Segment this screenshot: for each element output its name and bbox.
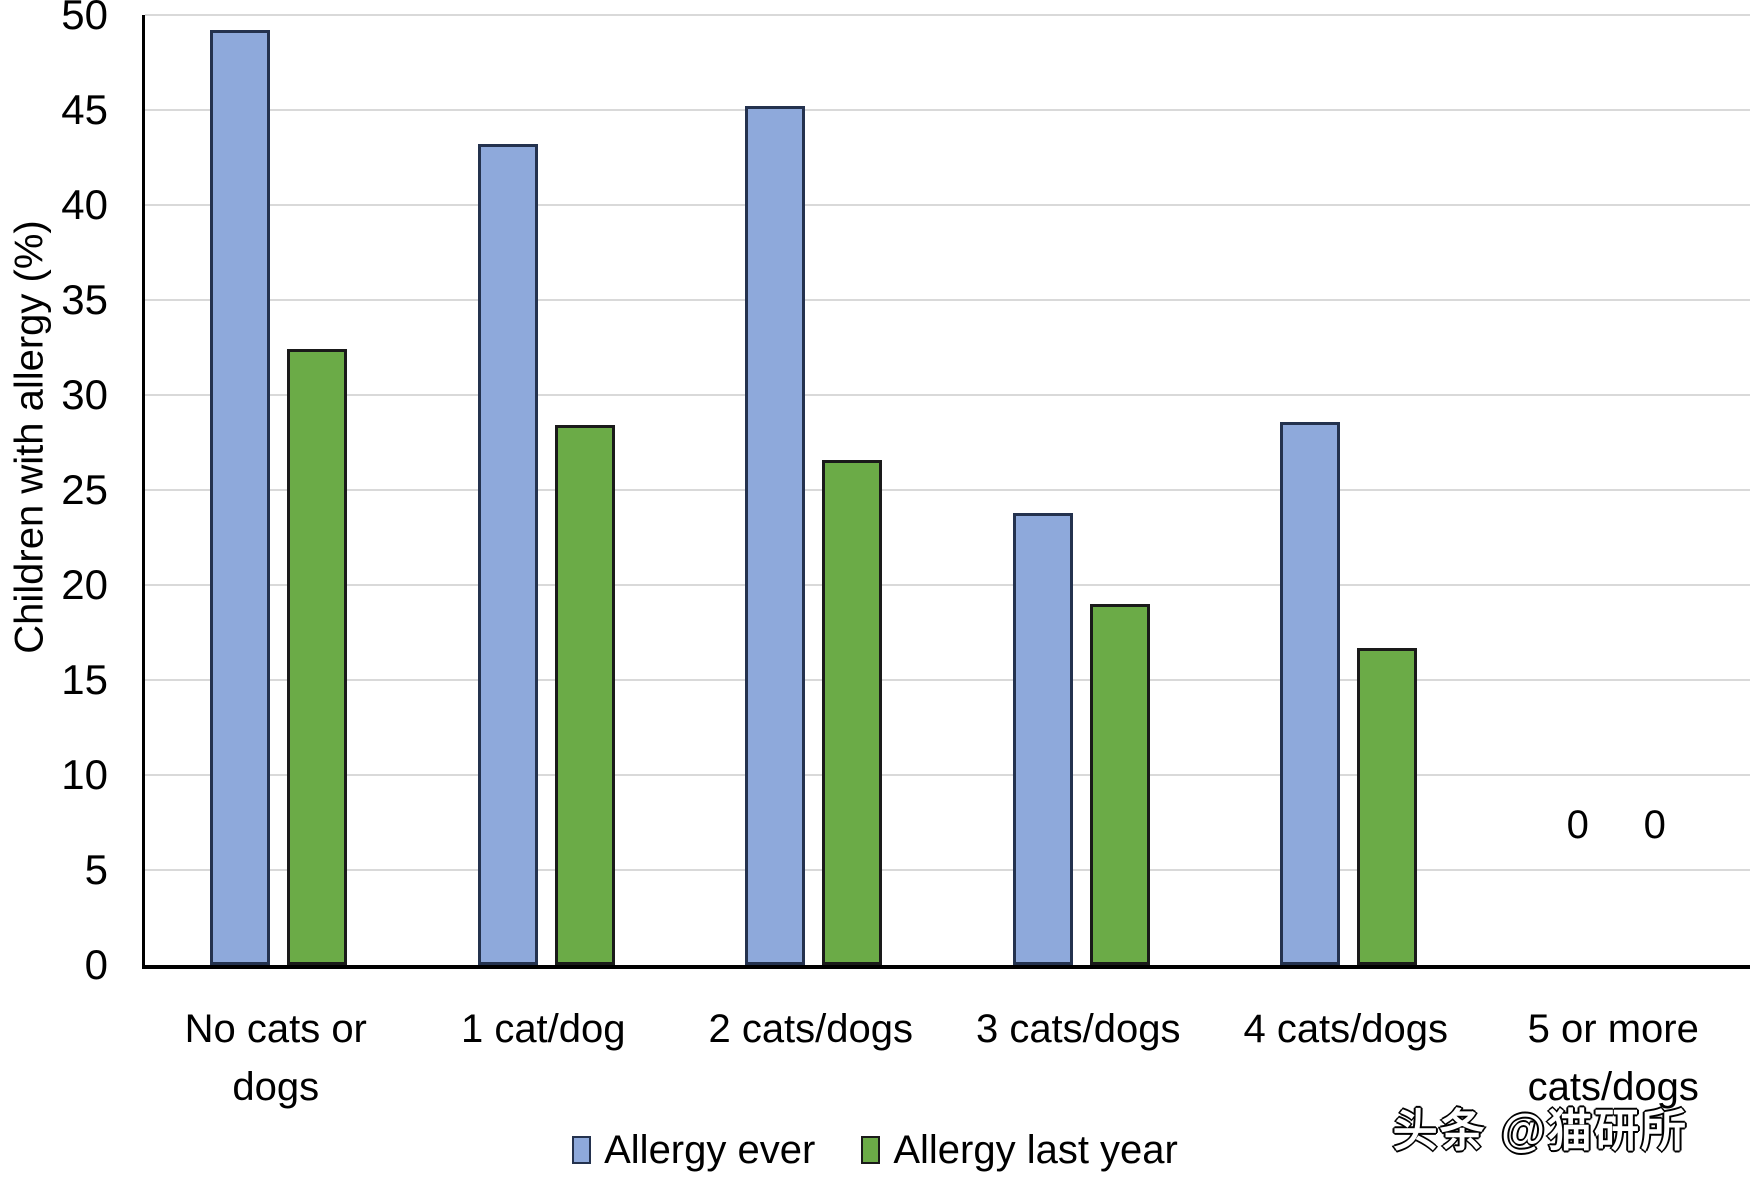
- bar-allergy-ever: [1012, 513, 1073, 965]
- x-axis-label: 1 cat/dog: [460, 1007, 626, 1051]
- y-tick-label: 45: [61, 86, 108, 133]
- gridline: [145, 109, 1750, 111]
- x-axis-label: 5 or more cats/dogs: [1527, 1007, 1699, 1109]
- y-tick-label: 10: [61, 751, 108, 798]
- gridline: [145, 299, 1750, 301]
- y-tick-label: 5: [84, 846, 108, 893]
- y-tick-label: 35: [61, 276, 108, 323]
- gridline: [145, 584, 1750, 586]
- zero-value-label: 0: [1566, 803, 1589, 847]
- x-axis-label: 3 cats/dogs: [975, 1007, 1181, 1051]
- y-tick-label: 50: [61, 0, 108, 38]
- gridline: [145, 394, 1750, 396]
- gridline: [145, 14, 1750, 16]
- bar-allergy-ever: [1280, 422, 1341, 965]
- legend-item: Allergy last year: [861, 1126, 1178, 1174]
- y-tick-label: 25: [61, 466, 108, 513]
- legend-label: Allergy last year: [893, 1128, 1178, 1172]
- y-tick-label: 15: [61, 656, 108, 703]
- bar-allergy-last-year: [1089, 604, 1150, 965]
- y-tick-label: 0: [84, 941, 108, 988]
- x-axis-label: 2 cats/dogs: [708, 1007, 914, 1051]
- legend-swatch-allergy-last-year: [861, 1136, 881, 1164]
- watermark-text: 头条 @猫研所: [1392, 1104, 1688, 1157]
- legend-label: Allergy ever: [604, 1128, 816, 1172]
- gridline: [145, 869, 1750, 871]
- bar-allergy-last-year: [1357, 648, 1418, 965]
- bar-allergy-ever: [210, 30, 271, 965]
- y-tick-label: 20: [61, 561, 108, 608]
- x-axis-label: No cats or dogs: [184, 1007, 367, 1109]
- gridline: [145, 204, 1750, 206]
- legend-swatch-allergy-ever: [572, 1136, 592, 1164]
- bar-allergy-ever: [745, 106, 806, 965]
- gridline: [145, 774, 1750, 776]
- zero-value-label: 0: [1643, 803, 1666, 847]
- bar-allergy-last-year: [287, 349, 348, 965]
- gridline: [145, 489, 1750, 491]
- y-tick-label: 30: [61, 371, 108, 418]
- bar-allergy-ever: [477, 144, 538, 965]
- x-axis-label: 4 cats/dogs: [1243, 1007, 1449, 1051]
- y-tick-label: 40: [61, 181, 108, 228]
- bar-allergy-last-year: [822, 460, 883, 965]
- legend-item: Allergy ever: [572, 1126, 815, 1174]
- gridline: [145, 679, 1750, 681]
- legend: Allergy ever Allergy last year: [0, 1126, 1750, 1174]
- bar-allergy-last-year: [554, 425, 615, 965]
